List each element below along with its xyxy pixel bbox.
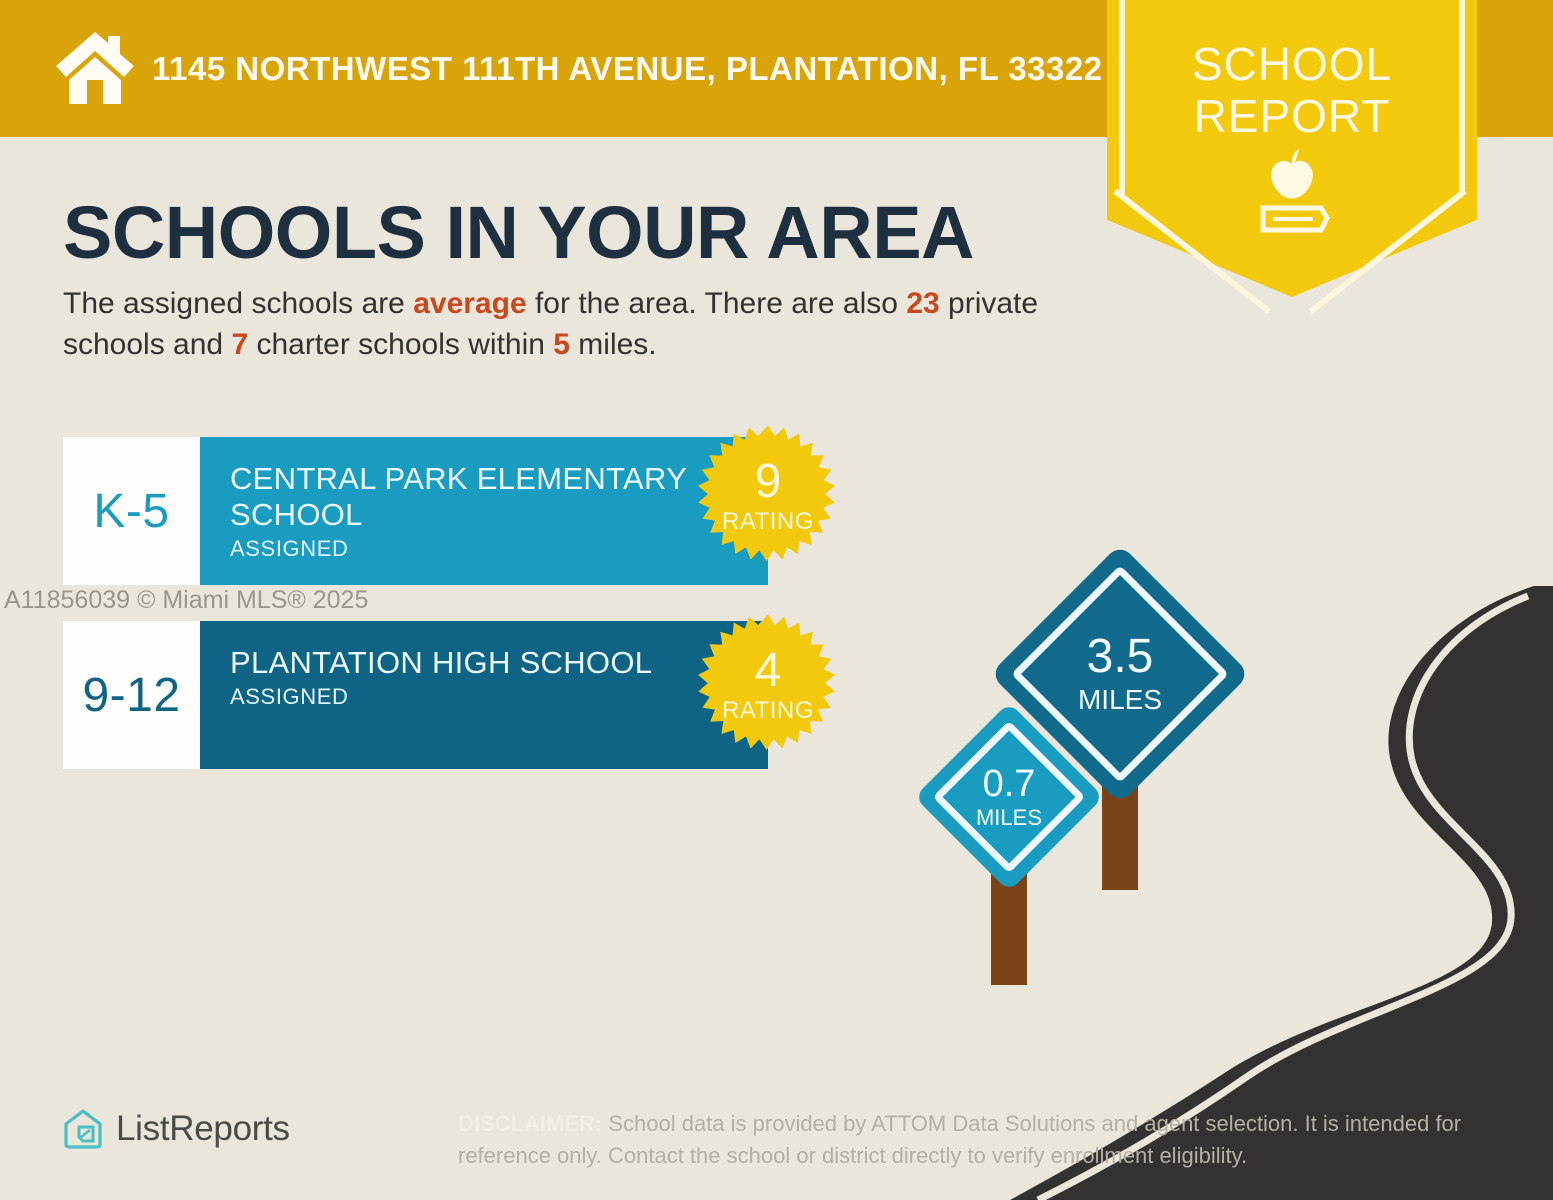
rating-badge: 9 RATING (694, 424, 842, 572)
page-subtitle: The assigned schools are average for the… (63, 283, 1103, 365)
rating-badge: 4 RATING (694, 613, 842, 761)
badge-outline-right (1459, 0, 1465, 194)
subtitle-part2: for the area. There are also (526, 287, 907, 320)
badge-title-line2: REPORT (1193, 90, 1391, 142)
disclaimer-label: DISCLAIMER: (458, 1111, 603, 1136)
listreports-house-pen-icon (64, 1109, 102, 1149)
disclaimer-body: School data is provided by ATTOM Data So… (458, 1111, 1462, 1168)
grade-range-label: K-5 (93, 484, 170, 538)
winding-road-graphic (920, 586, 1553, 1200)
sign-distance-unit: MILES (1077, 684, 1163, 715)
sign-distance-unit: MILES (975, 804, 1043, 830)
grade-range-box: 9-12 (63, 621, 200, 769)
disclaimer-text: DISCLAIMER: School data is provided by A… (458, 1108, 1488, 1172)
subtitle-part1: The assigned schools are (63, 287, 414, 320)
sign-distance-value: 0.7 (982, 762, 1036, 805)
starburst-icon (697, 614, 836, 751)
subtitle-part5: miles. (569, 328, 657, 361)
sign-text-group: 0.7 MILES (942, 730, 1076, 864)
sign-text-group: 3.5 MILES (1028, 582, 1212, 766)
badge-title-line1: SCHOOL (1191, 38, 1393, 90)
school-status-label: ASSIGNED (230, 684, 349, 709)
starburst-icon (697, 425, 836, 562)
badge-outline-left (1119, 0, 1125, 194)
apple-on-book-icon (1260, 149, 1330, 233)
grade-range-box: K-5 (63, 437, 200, 585)
road-illustration: 3.5 MILES 0.7 MILES (914, 543, 1553, 1200)
page-title: SCHOOLS IN YOUR AREA (63, 191, 975, 274)
sign-distance-value: 3.5 (1086, 630, 1154, 683)
header-band: 1145 NORTHWEST 111TH AVENUE, PLANTATION,… (0, 0, 1102, 137)
school-name: CENTRAL PARK ELEMENTARY SCHOOL (230, 461, 687, 532)
subtitle-highlight-radius: 5 (553, 328, 570, 361)
badge-title: SCHOOL REPORT (1107, 38, 1477, 142)
school-info-bar: CENTRAL PARK ELEMENTARY SCHOOL ASSIGNED (200, 437, 768, 585)
listreports-wordmark: ListReports (116, 1109, 290, 1148)
school-status-label: ASSIGNED (230, 536, 349, 561)
mls-watermark: A11856039 © Miami MLS® 2025 (4, 586, 369, 614)
home-icon (56, 32, 134, 104)
subtitle-highlight-private-count: 23 (906, 287, 940, 320)
subtitle-highlight-charter-count: 7 (231, 328, 249, 361)
school-name: PLANTATION HIGH SCHOOL (230, 645, 653, 680)
property-address: 1145 NORTHWEST 111TH AVENUE, PLANTATION,… (152, 50, 1103, 87)
subtitle-part3: private schools and (63, 287, 1039, 361)
school-info-bar: PLANTATION HIGH SCHOOL ASSIGNED (200, 621, 768, 769)
listreports-logo[interactable]: ListReports (62, 1108, 290, 1150)
school-report-badge: SCHOOL REPORT (1107, 0, 1477, 315)
grade-range-label: 9-12 (82, 668, 181, 722)
subtitle-part4: charter schools within (248, 328, 554, 361)
subtitle-highlight-average: average (413, 287, 527, 320)
